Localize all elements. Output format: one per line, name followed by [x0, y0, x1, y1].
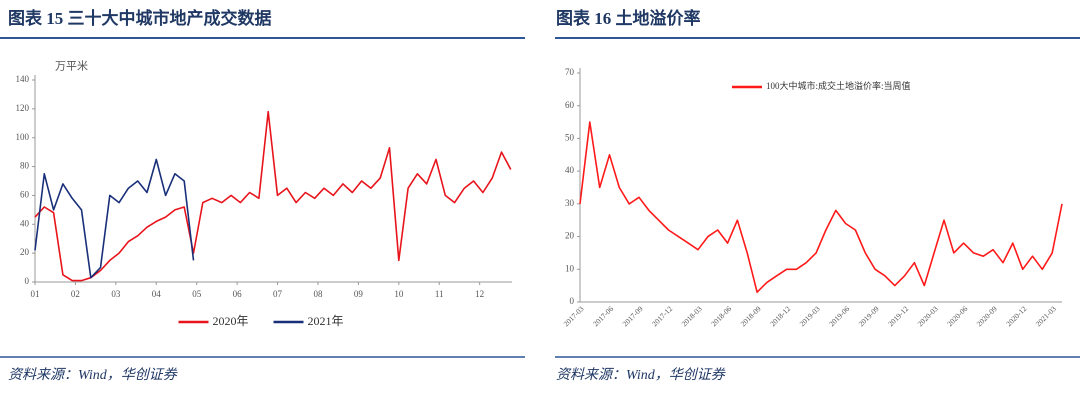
x-tick-label: 2017-09 — [621, 304, 645, 328]
y-tick-label: 40 — [20, 218, 30, 228]
y-tick-label: 20 — [20, 247, 30, 257]
series-line — [579, 121, 1063, 294]
x-tick-label: 2018-06 — [709, 304, 733, 328]
series-line — [34, 158, 195, 279]
y-tick-label: 30 — [565, 198, 575, 208]
x-tick-label: 2017-03 — [562, 304, 586, 328]
x-tick-label: 10 — [394, 289, 404, 299]
y-tick-label: 60 — [565, 100, 575, 110]
chart-title: 图表 15 三十大中城市地产成交数据 — [8, 8, 272, 28]
y-tick-label: 120 — [16, 103, 30, 113]
y-tick-label: 40 — [565, 165, 575, 175]
x-tick-label: 2017-12 — [650, 304, 674, 328]
x-tick-label: 2017-06 — [591, 304, 615, 328]
y-tick-label: 0 — [25, 276, 30, 286]
x-tick-label: 2019-03 — [798, 304, 822, 328]
x-tick-label: 2020-06 — [945, 304, 969, 328]
y-tick-label: 70 — [565, 67, 575, 77]
legend-label: 100大中城市:成交土地溢价率:当周值 — [766, 80, 911, 91]
x-tick-label: 2021-03 — [1034, 304, 1058, 328]
y-tick-label: 0 — [570, 296, 575, 306]
source: 资料来源：Wind，华创证券 — [8, 367, 178, 383]
x-tick-label: 06 — [233, 289, 243, 299]
y-tick-label: 20 — [565, 231, 575, 241]
x-tick-label: 03 — [111, 289, 121, 299]
y-tick-label: 10 — [565, 263, 575, 273]
y-tick-label: 140 — [16, 74, 30, 84]
x-tick-label: 01 — [31, 289, 40, 299]
y-tick-label: 50 — [565, 132, 575, 142]
x-tick-label: 2018-03 — [680, 304, 704, 328]
x-tick-label: 08 — [313, 289, 323, 299]
x-tick-label: 04 — [152, 289, 162, 299]
x-tick-label: 07 — [273, 289, 283, 299]
legend-label: 2020年 — [213, 314, 249, 328]
x-tick-label: 2020-03 — [916, 304, 940, 328]
x-tick-label: 2018-09 — [739, 304, 763, 328]
x-tick-label: 2020-09 — [975, 304, 999, 328]
y-tick-label: 60 — [20, 189, 30, 199]
x-tick-label: 2019-06 — [827, 304, 851, 328]
x-tick-label: 2018-12 — [768, 304, 792, 328]
x-tick-label: 12 — [475, 289, 484, 299]
x-tick-label: 11 — [435, 289, 444, 299]
y-axis-unit: 万平米 — [55, 60, 88, 73]
y-tick-label: 80 — [20, 161, 30, 171]
source: 资料来源：Wind，华创证券 — [556, 367, 726, 383]
x-tick-label: 2019-12 — [886, 304, 910, 328]
series-line — [34, 110, 512, 282]
chart-title: 图表 16 土地溢价率 — [556, 8, 701, 28]
x-tick-label: 02 — [71, 289, 80, 299]
y-tick-label: 100 — [16, 132, 30, 142]
x-tick-label: 05 — [192, 289, 202, 299]
x-tick-label: 2019-09 — [857, 304, 881, 328]
x-tick-label: 2020-12 — [1004, 304, 1028, 328]
x-tick-label: 09 — [354, 289, 364, 299]
legend-label: 2021年 — [308, 314, 344, 328]
